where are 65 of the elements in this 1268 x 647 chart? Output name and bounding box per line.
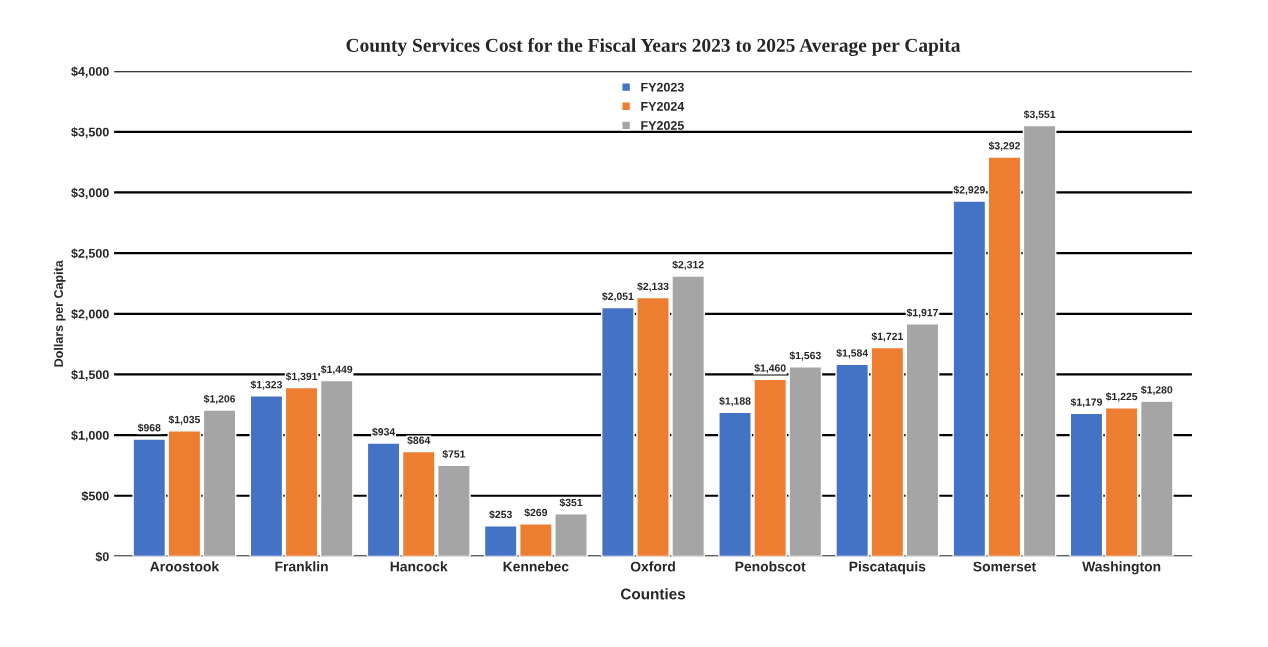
y-tick-label: $1,500 [71, 369, 109, 381]
data-label: $1,584 [836, 348, 869, 359]
legend-label: FY2024 [641, 101, 685, 111]
data-label: $2,051 [602, 292, 634, 302]
x-tick-label: Piscataquis [849, 561, 926, 575]
data-label: $3,292 [988, 141, 1020, 151]
bar [202, 409, 237, 557]
data-label: $751 [442, 449, 466, 459]
bar [952, 200, 987, 557]
x-tick-label: Penobscot [735, 561, 806, 572]
legend-label: FY2025 [641, 121, 684, 130]
x-tick-label: Oxford [630, 561, 675, 572]
bar [249, 395, 284, 557]
x-tick-label: Hancock [390, 561, 448, 572]
x-tick-label: Kennebec [503, 561, 569, 572]
x-tick-label: Franklin [275, 561, 328, 572]
data-label: $253 [489, 510, 512, 519]
bar [284, 386, 319, 557]
data-label: $2,929 [953, 185, 985, 195]
legend-label: FY2023 [641, 82, 684, 92]
data-label: $3,551 [1023, 110, 1056, 120]
data-label: $864 [407, 436, 431, 445]
data-label: $269 [524, 508, 548, 517]
y-tick-label: $3,000 [71, 187, 109, 199]
x-tick-label: Washington [1082, 561, 1161, 575]
data-label: $351 [559, 498, 583, 507]
y-tick-label: $2,000 [71, 309, 109, 321]
bar [1139, 400, 1174, 557]
data-label: $1,179 [1070, 397, 1103, 408]
bar [1069, 412, 1104, 557]
bar [1022, 124, 1057, 557]
data-label: $1,323 [250, 380, 282, 390]
y-tick-label: $0 [95, 551, 109, 562]
data-label: $1,563 [789, 351, 821, 361]
data-label: $1,460 [754, 363, 786, 374]
data-label: $1,917 [906, 308, 938, 318]
data-label: $1,449 [320, 365, 353, 375]
chart-title: County Services Cost for the Fiscal Years 2023 to 2025 Average per Capita [346, 38, 961, 57]
y-tick-label: $1,000 [71, 430, 109, 442]
bar [1104, 407, 1139, 557]
data-label: $1,391 [285, 372, 318, 382]
data-label: $2,312 [672, 260, 704, 270]
data-label: $1,035 [168, 415, 201, 425]
x-tick-label: Somerset [973, 561, 1036, 572]
x-axis-title: Counties [620, 588, 686, 600]
data-label: $1,188 [719, 396, 751, 407]
bar [167, 430, 202, 557]
data-label: $934 [372, 427, 396, 437]
data-label: $968 [137, 423, 161, 433]
data-label: $1,206 [203, 394, 236, 405]
bar [366, 442, 401, 557]
bar [132, 438, 167, 557]
y-axis-title: Dollars per Capita [53, 260, 66, 367]
data-label: $1,225 [1105, 392, 1138, 402]
y-tick-label: $3,500 [71, 127, 109, 139]
y-tick-label: $500 [81, 491, 109, 502]
data-label: $1,721 [871, 332, 903, 342]
bar [319, 379, 354, 557]
y-tick-label: $4,000 [71, 66, 109, 78]
x-tick-label: Aroostook [150, 561, 220, 572]
bar [987, 156, 1022, 557]
data-label: $1,280 [1140, 385, 1173, 396]
y-tick-label: $2,500 [71, 248, 109, 260]
data-label: $2,133 [637, 282, 669, 292]
bar [905, 323, 940, 557]
